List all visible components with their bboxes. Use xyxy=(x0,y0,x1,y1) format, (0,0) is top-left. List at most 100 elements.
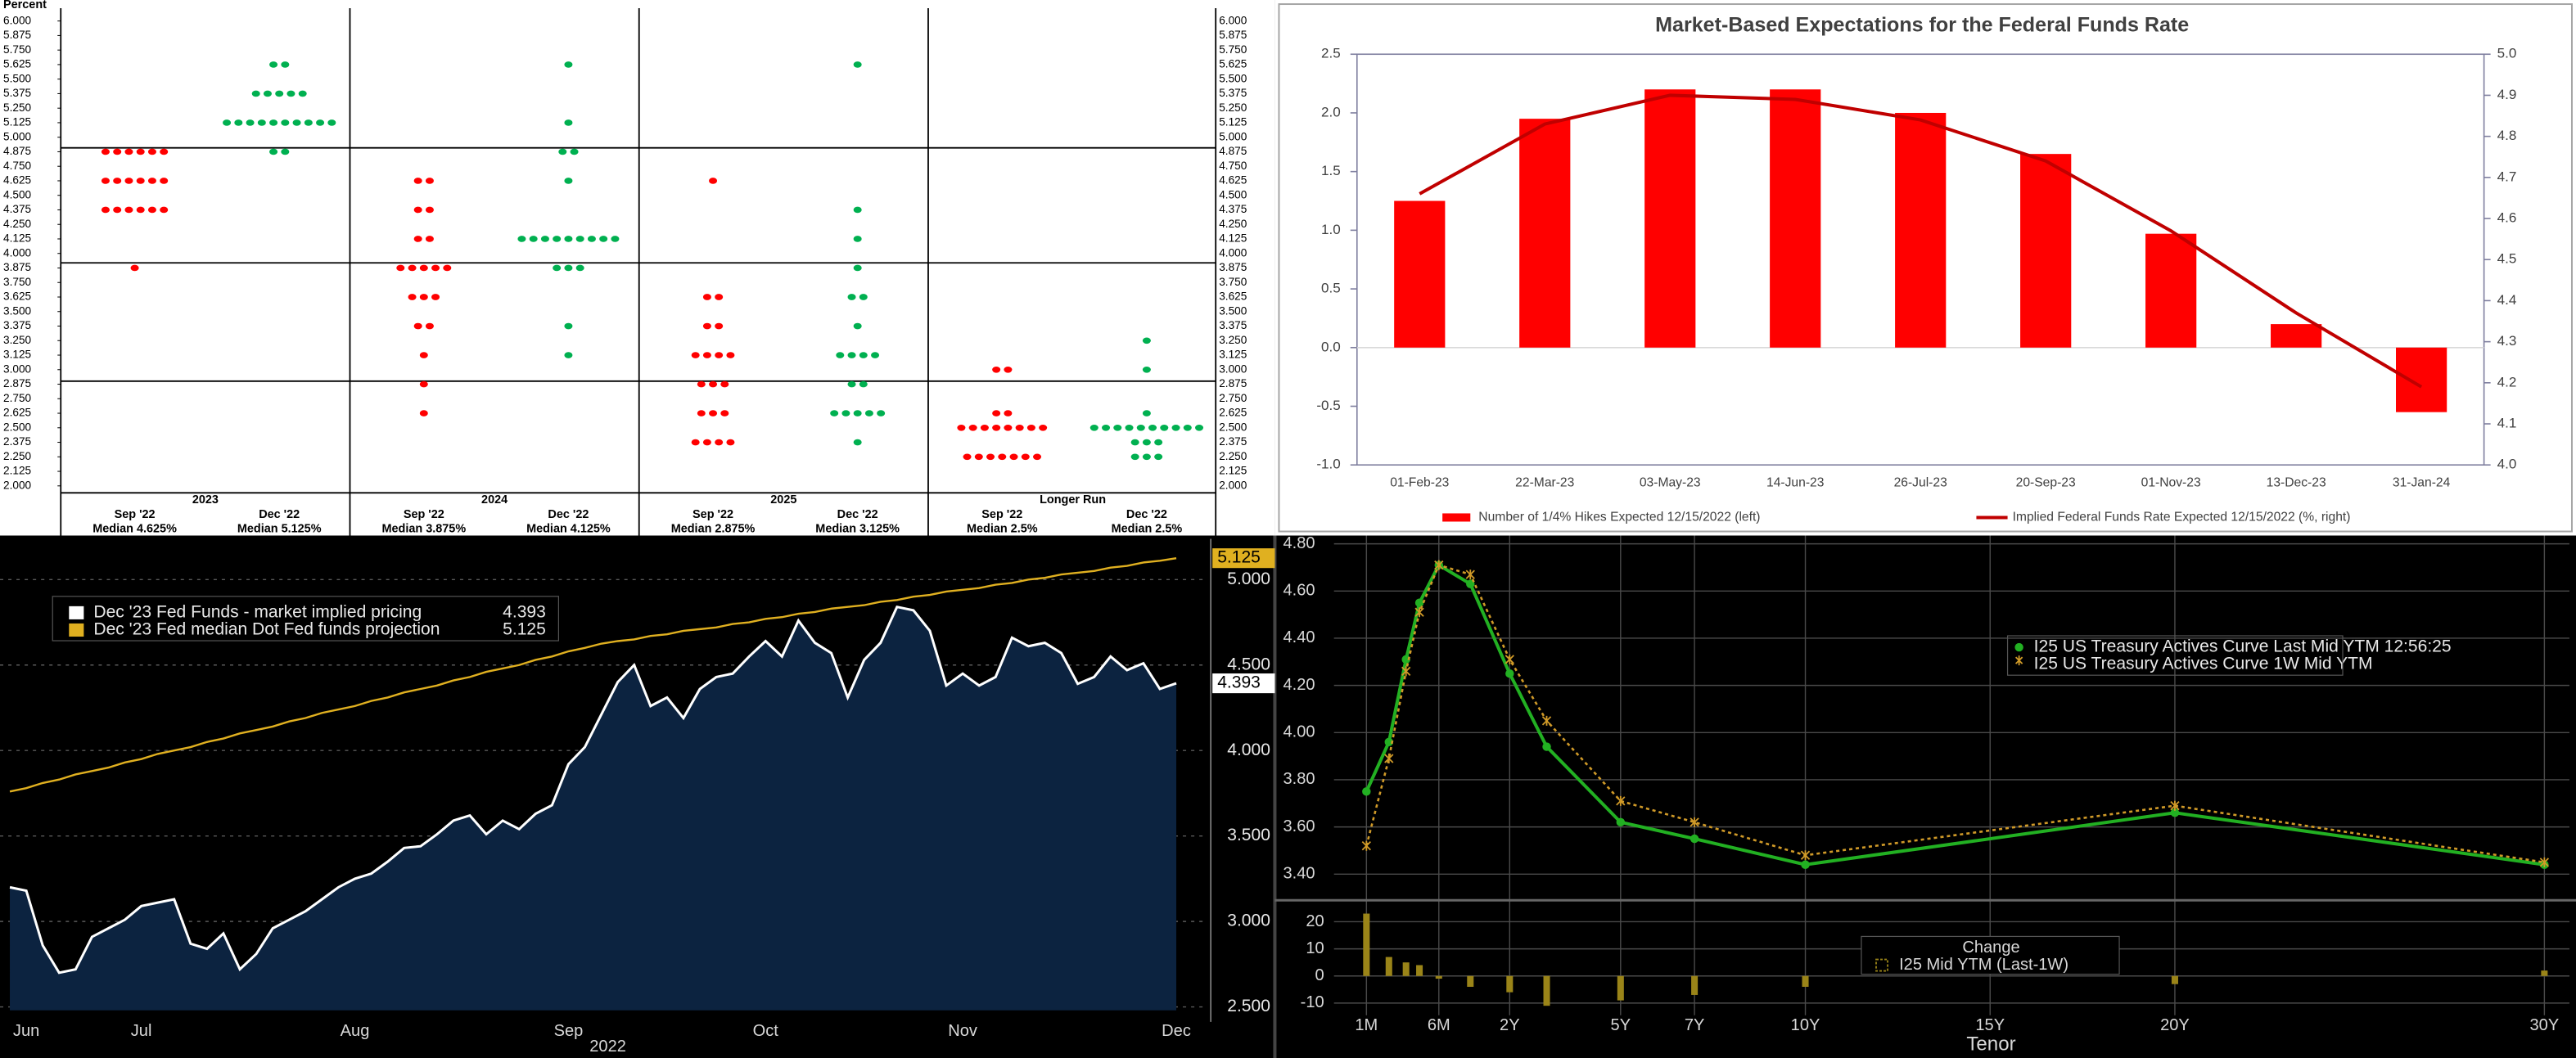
change-bar xyxy=(1543,975,1550,1006)
y-tick-label: 4.40 xyxy=(1283,628,1315,646)
dot xyxy=(564,352,573,358)
y-tick-label: 3.500 xyxy=(1219,304,1247,317)
y-tick-label: 3.40 xyxy=(1283,865,1315,883)
dot xyxy=(540,236,549,242)
y-tick-label: 20 xyxy=(1306,912,1324,930)
dot xyxy=(847,352,856,358)
dot xyxy=(992,366,1001,373)
y-tick-label: 4.125 xyxy=(3,232,32,245)
legend-value: 4.393 xyxy=(503,602,546,621)
dot xyxy=(992,410,1001,416)
y-tick-label: 3.000 xyxy=(3,362,32,375)
marker xyxy=(1800,850,1811,861)
marker xyxy=(1414,598,1424,607)
dot xyxy=(564,236,573,242)
dot xyxy=(691,352,700,358)
dot xyxy=(853,61,862,68)
y-tick-label: -0.5 xyxy=(1316,398,1340,413)
y-axis-title: Percent xyxy=(3,0,47,11)
y-tick-label: 2.875 xyxy=(3,377,32,389)
y-tick-label: 4.875 xyxy=(3,145,32,157)
dot xyxy=(419,294,428,300)
dot xyxy=(298,90,307,97)
legend-label: I25 US Treasury Actives Curve 1W Mid YTM xyxy=(2034,655,2373,673)
y-tick-label: 4.750 xyxy=(3,160,32,172)
line xyxy=(9,605,1177,975)
dot xyxy=(124,148,133,155)
y-tick-label: 2.625 xyxy=(1219,407,1247,419)
dot xyxy=(1154,453,1163,461)
y-tick-label: -1.0 xyxy=(1316,457,1340,472)
dot xyxy=(709,410,718,416)
y-tick-label: 3.250 xyxy=(3,334,32,346)
legend-swatch xyxy=(69,623,84,637)
bar xyxy=(2271,324,2322,348)
x-tick-label: 1M xyxy=(1355,1016,1378,1034)
dot xyxy=(726,439,735,446)
dot xyxy=(408,264,417,272)
dot xyxy=(413,178,422,184)
median-label: Median 3.875% xyxy=(381,522,466,535)
y-tick-label: 4.750 xyxy=(1219,160,1247,172)
dot xyxy=(968,424,977,431)
dot xyxy=(1142,337,1151,344)
x-tick-label: Dec xyxy=(1162,1022,1191,1040)
dot xyxy=(564,119,573,126)
y-tick-label: 6.000 xyxy=(1219,14,1247,26)
y-tick-label: 2.5 xyxy=(1321,46,1341,61)
marker xyxy=(2170,800,2180,811)
y-tick-label: 3.625 xyxy=(1219,290,1247,303)
dot xyxy=(396,264,405,272)
x-tick-label: 03-May-23 xyxy=(1640,475,1701,489)
y-tick-label: 5.875 xyxy=(1219,29,1247,41)
dot xyxy=(853,236,862,242)
dot xyxy=(413,206,422,214)
x-tick-label: Sep xyxy=(554,1022,584,1040)
last-value-label: 4.393 xyxy=(1217,673,1261,692)
y-tick-label: 1.0 xyxy=(1321,222,1341,237)
legend-label: I25 US Treasury Actives Curve Last Mid Y… xyxy=(2034,637,2452,656)
y-tick-label: 4.20 xyxy=(1283,676,1315,694)
x-tick-label: Aug xyxy=(341,1022,370,1040)
marker xyxy=(1542,742,1551,751)
y-tick-label: 2.125 xyxy=(3,465,32,477)
y-tick-label: 3.500 xyxy=(1227,826,1270,844)
dot xyxy=(877,410,886,416)
dot xyxy=(292,119,301,126)
y-tick-label: 5.000 xyxy=(1219,130,1247,142)
bar xyxy=(1394,200,1446,348)
dot xyxy=(419,380,428,388)
dot xyxy=(1021,453,1030,461)
dot xyxy=(136,178,145,184)
y-tick-label: 5.000 xyxy=(1227,570,1270,588)
dot xyxy=(1183,424,1192,431)
y2-tick-label: 4.3 xyxy=(2497,333,2517,349)
dot xyxy=(715,352,724,358)
dot xyxy=(1026,424,1035,431)
y-tick-label: 4.60 xyxy=(1283,582,1315,600)
dot xyxy=(720,410,729,416)
y-tick-label: 4.250 xyxy=(3,218,32,230)
dot xyxy=(419,352,428,358)
group-label: Dec '22 xyxy=(259,508,300,521)
y-tick-label: 2.000 xyxy=(1219,479,1247,491)
dot xyxy=(419,264,428,272)
y-tick-label: 2.625 xyxy=(3,407,32,419)
dot xyxy=(113,206,122,214)
dot xyxy=(1102,424,1111,431)
x-tick-label: 26-Jul-23 xyxy=(1894,475,1947,489)
marker xyxy=(1465,570,1475,580)
y-tick-label: 3.375 xyxy=(1219,319,1247,331)
y-tick-label: 3.000 xyxy=(1219,362,1247,375)
group-label: Sep '22 xyxy=(404,508,444,521)
dot xyxy=(130,264,139,272)
dot xyxy=(281,119,290,126)
dot xyxy=(1004,424,1013,431)
group-label: Dec '22 xyxy=(1126,508,1167,521)
y-tick-label: 5.125 xyxy=(3,116,32,128)
dot xyxy=(1039,424,1048,431)
y-tick-label: 4.625 xyxy=(1219,174,1247,187)
x-tick-label: Nov xyxy=(948,1022,977,1040)
change-bar xyxy=(1802,975,1809,988)
